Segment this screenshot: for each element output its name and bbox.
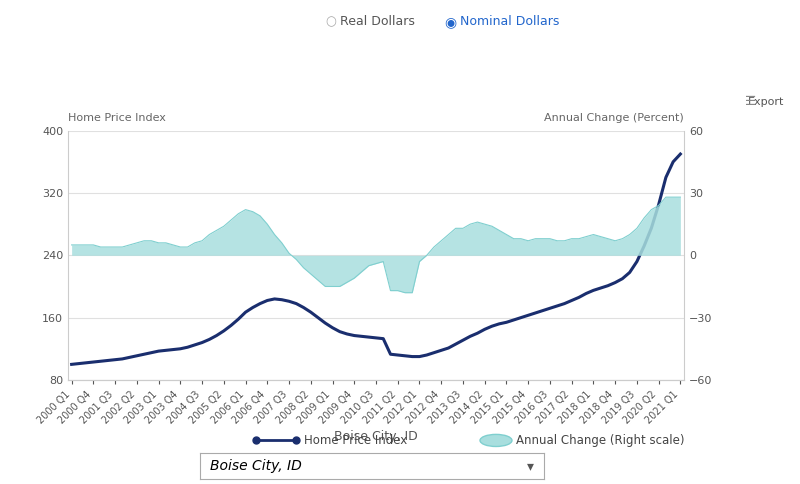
Text: Nominal Dollars: Nominal Dollars <box>460 15 559 28</box>
X-axis label: Boise City, ID: Boise City, ID <box>334 430 418 443</box>
Text: ☰: ☰ <box>745 95 756 108</box>
Text: ○: ○ <box>325 15 336 28</box>
Text: Annual Change (Right scale): Annual Change (Right scale) <box>516 434 685 447</box>
Text: Export: Export <box>748 97 784 106</box>
Text: Home Price Index: Home Price Index <box>304 434 407 447</box>
Text: ▾: ▾ <box>526 459 534 473</box>
Text: Boise City, ID: Boise City, ID <box>210 459 302 473</box>
Text: Real Dollars: Real Dollars <box>340 15 415 28</box>
Text: ◉: ◉ <box>444 15 456 29</box>
Text: Annual Change (Percent): Annual Change (Percent) <box>544 113 684 123</box>
Text: Home Price Index: Home Price Index <box>68 113 166 123</box>
